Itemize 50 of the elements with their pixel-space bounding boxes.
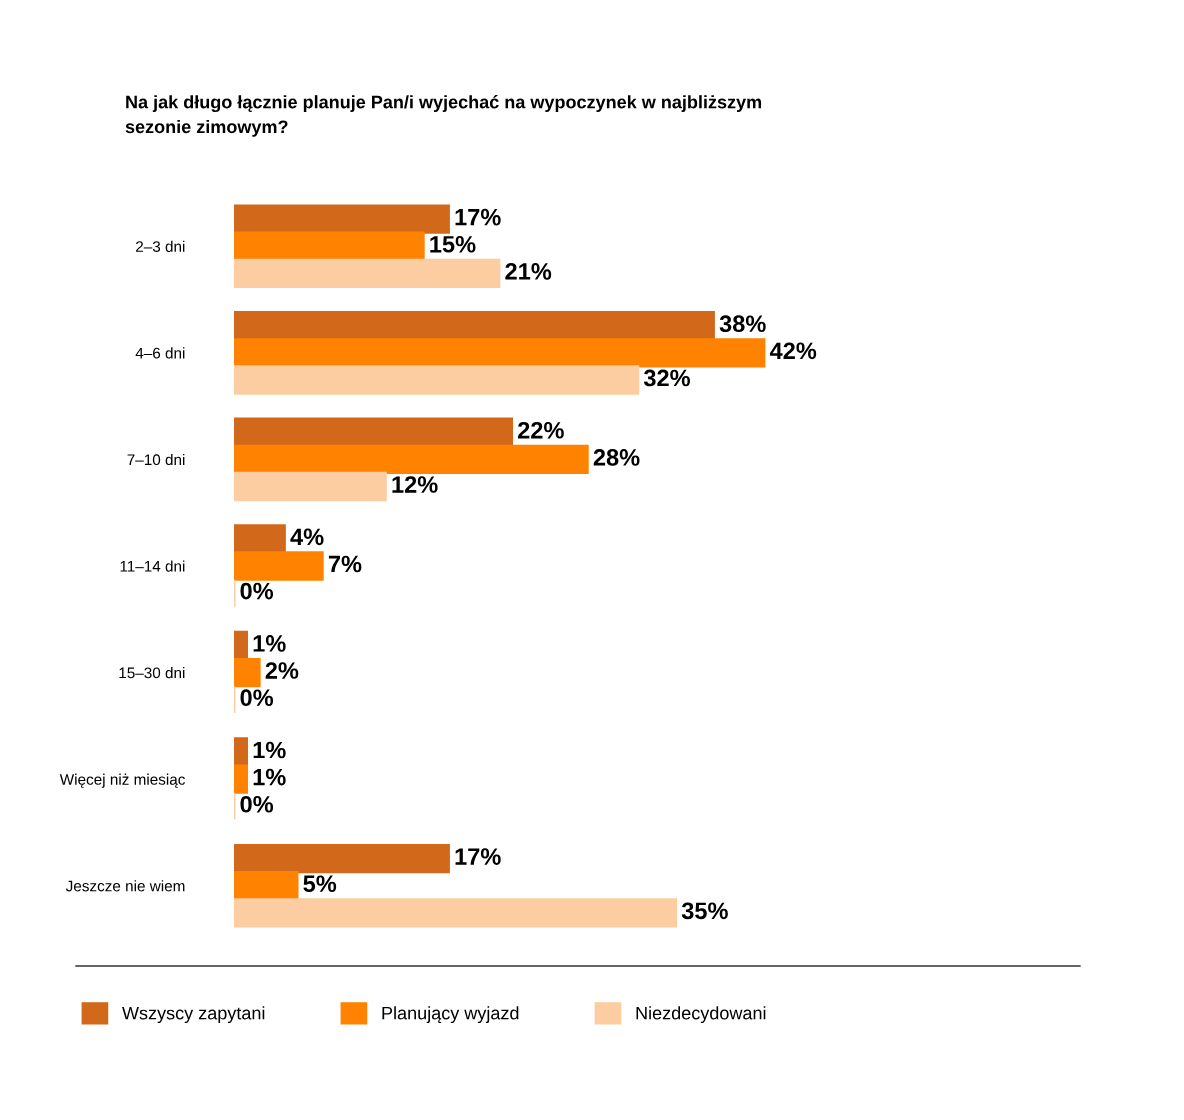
data-label: 7% bbox=[328, 555, 362, 573]
bar bbox=[234, 311, 715, 341]
data-label: 42% bbox=[769, 342, 817, 360]
y-tick-label: 15–30 dni bbox=[119, 667, 185, 679]
data-label: 4% bbox=[290, 528, 324, 546]
y-tick-label: 11–14 dni bbox=[120, 560, 185, 572]
data-label: 17% bbox=[455, 848, 501, 865]
data-label: 5% bbox=[303, 875, 337, 893]
data-label: 17% bbox=[455, 208, 501, 226]
data-label: 38% bbox=[719, 315, 766, 333]
bar bbox=[234, 444, 589, 475]
y-tick-label: 7–10 dni bbox=[127, 453, 185, 466]
legend-label: Wszyscy zapytani bbox=[122, 1006, 265, 1024]
bar bbox=[234, 471, 387, 502]
data-label: 0% bbox=[240, 689, 274, 707]
chart-title: Na jak długo łącznie planuje Pan/i wyjechać na wypoczynek w najbliższym sezonie zimowym? bbox=[125, 95, 762, 137]
data-label: 1% bbox=[253, 741, 286, 759]
y-tick-label: Jeszcze nie wiem bbox=[65, 880, 185, 892]
data-label: 12% bbox=[392, 476, 438, 493]
bar bbox=[234, 843, 450, 874]
bar bbox=[234, 871, 299, 901]
bar bbox=[234, 231, 425, 261]
bar bbox=[234, 258, 501, 289]
data-label: 0% bbox=[240, 582, 274, 600]
bar bbox=[234, 204, 450, 234]
bar bbox=[234, 338, 766, 368]
data-label: 28% bbox=[593, 449, 640, 466]
data-label: 0% bbox=[240, 795, 274, 813]
data-label: 32% bbox=[643, 369, 690, 387]
bar bbox=[234, 737, 249, 767]
bar bbox=[234, 551, 324, 581]
data-label: 2% bbox=[265, 662, 299, 679]
y-tick-label: Więcej niż miesiąc bbox=[59, 773, 185, 788]
bar bbox=[234, 630, 249, 661]
bar bbox=[234, 657, 261, 688]
data-label: 21% bbox=[505, 263, 552, 280]
data-label: 35% bbox=[681, 902, 728, 920]
data-label: 22% bbox=[517, 421, 564, 439]
data-label: 1% bbox=[253, 768, 286, 786]
bar bbox=[234, 764, 249, 794]
bar bbox=[234, 417, 514, 447]
legend-label: Niezdecydowani bbox=[636, 1006, 766, 1024]
data-label: 1% bbox=[253, 635, 286, 652]
legend-label: Planujący wyjazd bbox=[382, 1006, 519, 1024]
y-tick-label: 2–3 dni bbox=[136, 240, 185, 252]
y-tick-label: 4–6 dni bbox=[135, 347, 185, 359]
bar bbox=[234, 365, 640, 395]
bar bbox=[234, 524, 286, 554]
data-label: 15% bbox=[430, 235, 476, 253]
bar bbox=[234, 898, 678, 928]
